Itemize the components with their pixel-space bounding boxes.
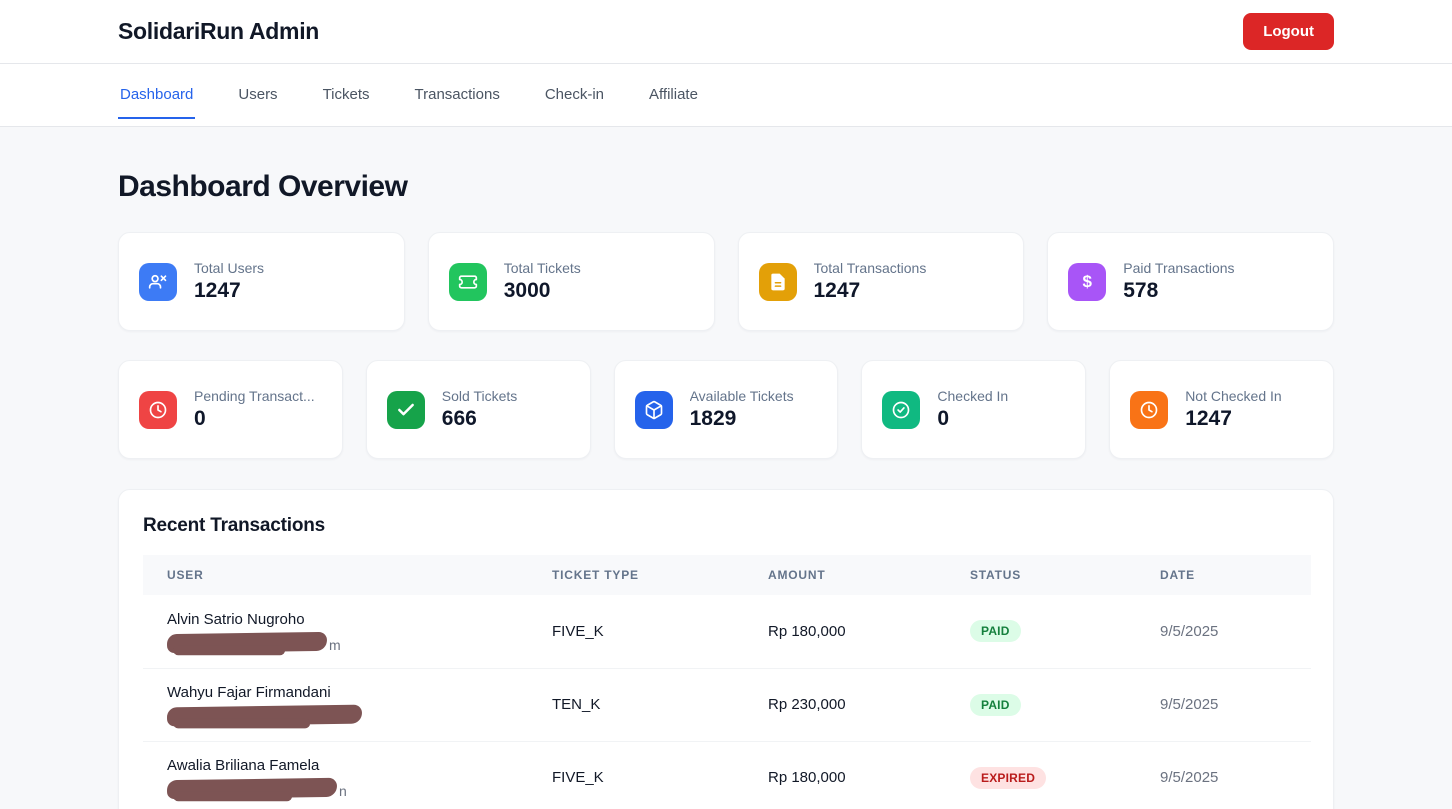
- stat-label: Sold Tickets: [441, 388, 518, 404]
- user-email-redacted: [166, 704, 528, 727]
- redaction-scribble: [166, 631, 328, 653]
- check-icon: [386, 390, 425, 429]
- stat-card-available-tickets: Available Tickets 1829: [613, 360, 839, 459]
- main-nav: Dashboard Users Tickets Transactions Che…: [0, 64, 1452, 127]
- user-name: Awalia Briliana Famela: [167, 757, 320, 775]
- tab-users[interactable]: Users: [238, 86, 278, 103]
- redaction-scribble: [166, 704, 363, 727]
- user-name: Alvin Satrio Nugroho: [167, 610, 305, 628]
- stat-value: 3000: [503, 279, 551, 302]
- column-header-user: USER: [143, 555, 528, 595]
- document-icon: [758, 262, 797, 301]
- date-cell: 9/5/2025: [1160, 622, 1219, 640]
- stat-card-checked-in: Checked In 0: [861, 360, 1087, 459]
- app-title: SolidariRun Admin: [118, 18, 320, 44]
- stat-label: Available Tickets: [689, 388, 794, 404]
- stat-card-pending-transactions: Pending Transact... 0: [118, 360, 343, 459]
- page-title: Dashboard Overview: [118, 170, 408, 203]
- stat-value: 1247: [813, 279, 861, 302]
- check-circle-icon: [882, 390, 921, 429]
- stats-row-1: Total Users 1247 Total Tickets 3000 Tota…: [118, 232, 1334, 331]
- column-header-amount: AMOUNT: [744, 555, 946, 595]
- user-name: Wahyu Fajar Firmandani: [167, 684, 331, 701]
- stat-value: 0: [194, 407, 206, 430]
- stat-card-total-transactions: Total Transactions 1247: [737, 232, 1025, 331]
- email-fragment: m: [329, 636, 341, 653]
- email-fragment: n: [339, 783, 347, 800]
- tab-tickets[interactable]: Tickets: [322, 86, 370, 103]
- stat-card-not-checked-in: Not Checked In 1247: [1109, 360, 1334, 459]
- stat-card-sold-tickets: Sold Tickets 666: [365, 360, 591, 459]
- stat-value: 1247: [194, 279, 241, 302]
- ticket-type-cell: FIVE_K: [528, 740, 744, 809]
- stat-label: Not Checked In: [1185, 388, 1282, 404]
- dollar-icon: $: [1068, 262, 1107, 301]
- tab-dashboard[interactable]: Dashboard: [118, 64, 196, 119]
- column-header-status: STATUS: [946, 555, 1136, 595]
- amount-cell: Rp 180,000: [744, 740, 946, 809]
- stat-card-total-users: Total Users 1247: [118, 232, 405, 331]
- stat-label: Total Users: [194, 260, 265, 276]
- transactions-table: USER TICKET TYPE AMOUNT STATUS DATE Alvi…: [143, 555, 1311, 809]
- status-badge: PAID: [970, 693, 1021, 716]
- user-email-redacted: n: [166, 778, 528, 800]
- logout-button[interactable]: Logout: [1243, 13, 1334, 50]
- stat-label: Total Tickets: [503, 260, 581, 276]
- user-email-redacted: m: [166, 631, 528, 653]
- stat-label: Checked In: [937, 388, 1009, 404]
- table-row: Awalia Briliana Famela n FIVE_K Rp 180,0…: [143, 740, 1311, 809]
- stats-row-2: Pending Transact... 0 Sold Tickets 666 A…: [118, 360, 1334, 459]
- stat-card-total-tickets: Total Tickets 3000: [427, 232, 715, 331]
- ticket-type-cell: FIVE_K: [552, 622, 604, 640]
- recent-transactions-card: Recent Transactions USER TICKET TYPE AMO…: [118, 489, 1334, 809]
- status-badge: PAID: [970, 620, 1021, 643]
- stat-value: 1247: [1185, 407, 1232, 430]
- amount-cell: Rp 180,000: [768, 622, 846, 640]
- stat-value: 578: [1123, 279, 1159, 302]
- redaction-scribble: [166, 778, 338, 800]
- column-header-date: DATE: [1136, 555, 1311, 595]
- dashboard-main: Dashboard Overview Total Users 1247 Tota…: [118, 127, 1334, 809]
- stat-label: Paid Transactions: [1123, 260, 1235, 276]
- clock-icon: [1130, 390, 1169, 429]
- tab-transactions[interactable]: Transactions: [414, 86, 500, 103]
- stat-value: 666: [441, 407, 477, 430]
- stat-label: Pending Transact...: [194, 388, 315, 404]
- date-cell: 9/5/2025: [1136, 740, 1311, 809]
- user-x-icon: [139, 262, 177, 301]
- table-header-row: USER TICKET TYPE AMOUNT STATUS DATE: [143, 555, 1311, 595]
- stat-label: Total Transactions: [813, 260, 927, 276]
- column-header-ticket-type: TICKET TYPE: [528, 555, 744, 595]
- table-row: Alvin Satrio Nugroho m FIVE_K Rp 180,000…: [143, 595, 1311, 668]
- tab-check-in[interactable]: Check-in: [544, 86, 605, 103]
- amount-cell: Rp 230,000: [744, 667, 946, 741]
- stat-value: 0: [937, 407, 950, 430]
- ticket-type-cell: TEN_K: [528, 667, 744, 741]
- recent-transactions-title: Recent Transactions: [143, 515, 326, 536]
- stat-value: 1829: [689, 407, 737, 430]
- app-header: SolidariRun Admin Logout: [0, 0, 1452, 64]
- cube-icon: [634, 390, 673, 429]
- tab-affiliate[interactable]: Affiliate: [649, 86, 698, 103]
- status-badge: EXPIRED: [970, 766, 1047, 789]
- clock-icon: [139, 390, 177, 429]
- date-cell: 9/5/2025: [1136, 667, 1311, 741]
- table-row: Wahyu Fajar Firmandani TEN_K Rp 230,000 …: [143, 667, 1311, 741]
- ticket-icon: [448, 262, 487, 301]
- stat-card-paid-transactions: $ Paid Transactions 578: [1047, 232, 1334, 331]
